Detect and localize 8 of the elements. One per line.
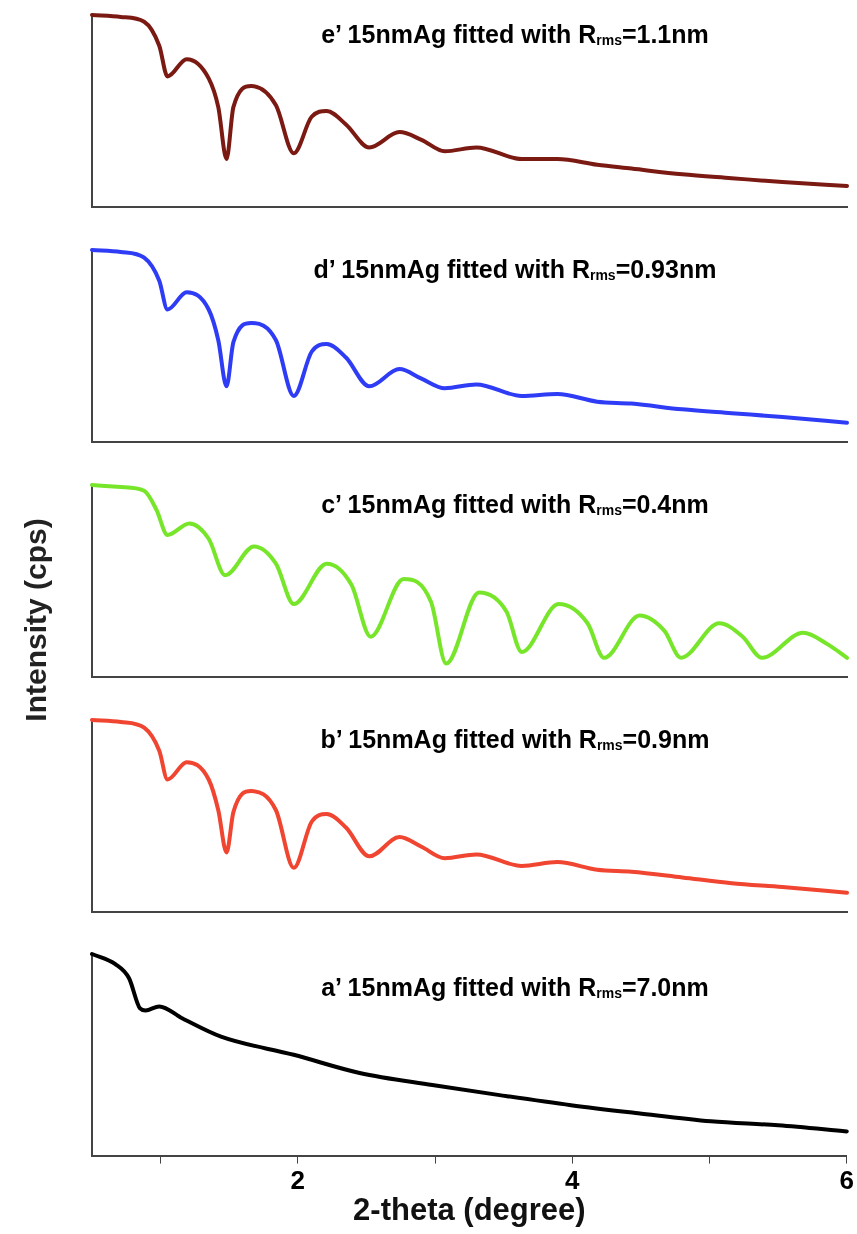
x-tick-label: 6 — [839, 1165, 854, 1196]
x-tick-label: 2 — [290, 1165, 306, 1196]
chart-title: b’ 15nmAg fitted with R$_{rms}$=0.9nm — [319, 725, 711, 754]
chart-title: c’ 15nmAg fitted with R$_{rms}$=0.4nm — [320, 490, 710, 519]
chart-title: d’ 15nmAg fitted with R$_{rms}$=0.93nm — [312, 255, 718, 284]
y-axis-title: Intensity (cps) — [19, 518, 53, 722]
chart-title: e’ 15nmAg fitted with R$_{rms}$=1.1nm — [320, 20, 710, 49]
text: a’ 15nmAg fitted with R$_{rms}$=7.0nm — [320, 973, 710, 1002]
